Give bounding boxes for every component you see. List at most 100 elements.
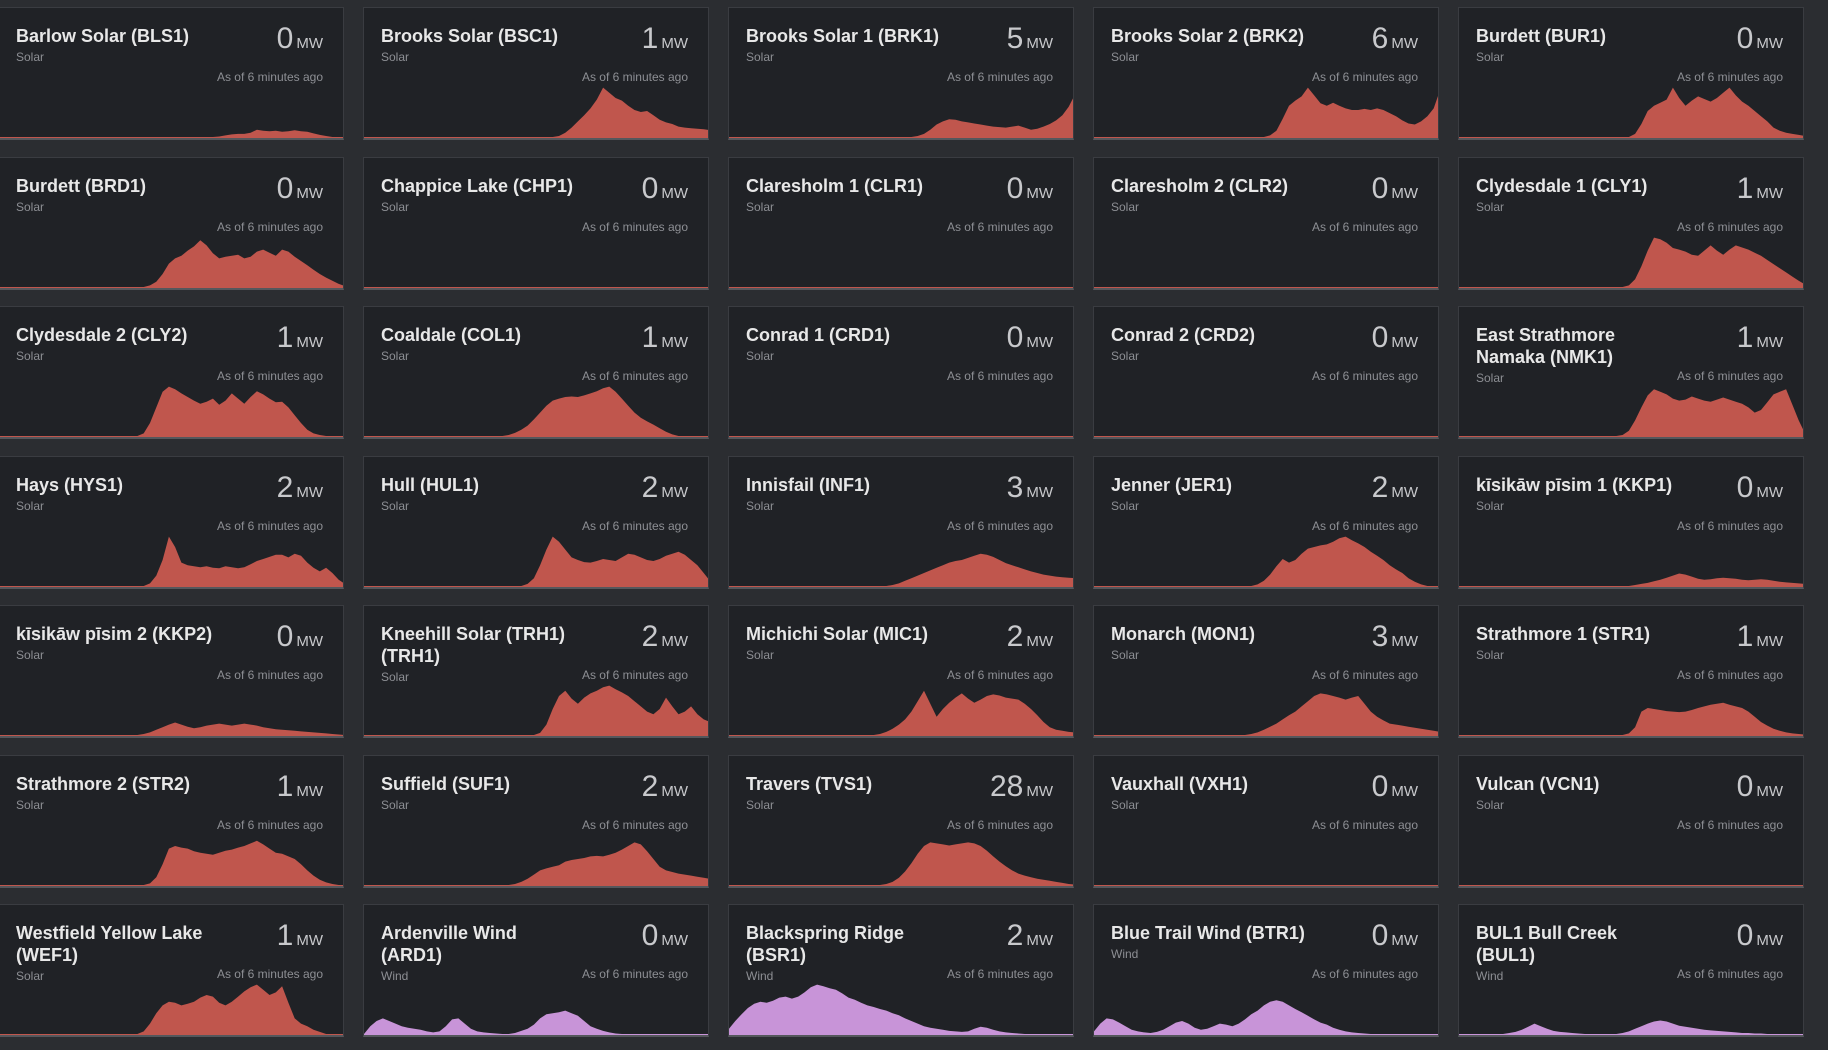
generation-unit: MW [1756, 35, 1783, 52]
generator-name: Strathmore 2 (STR2) Solar [16, 773, 216, 813]
generator-card[interactable]: East Strathmore Namaka (NMK1) Solar 1 MW As … [1458, 306, 1804, 439]
generator-title: Suffield (SUF1) [381, 773, 510, 794]
generator-card[interactable]: Coaldale (COL1) Solar 1 MW As of 6 minutes a… [363, 306, 709, 439]
generation-sparkline [729, 553, 1073, 587]
generator-title: Jenner (JER1) [1111, 474, 1233, 495]
generation-sparkline [364, 87, 708, 138]
generation-sparkline [1094, 536, 1438, 587]
generator-card[interactable]: Burdett (BRD1) Solar 0 MW As of 6 minutes ag… [0, 156, 344, 290]
generator-card[interactable]: Blue Trail Wind (BTR1) Wind 0 MW As of 6 min… [1093, 904, 1439, 1037]
generator-card[interactable]: Jenner (JER1) Solar 2 MW As of 6 minutes ago [1093, 455, 1439, 589]
generator-card[interactable]: Barlow Solar (BLS1) Solar 0 MW As of 6 minut… [0, 7, 344, 140]
generation-number: 1 [276, 919, 294, 952]
generator-card[interactable]: Hays (HYS1) Solar 2 MW As of 6 minutes ago [0, 455, 344, 589]
generation-sparkline [364, 1010, 708, 1035]
sparkline-area [364, 685, 708, 736]
generation-number: 1 [276, 321, 294, 354]
generation-number: 2 [1006, 919, 1024, 952]
sparkline-area [1094, 1000, 1438, 1035]
generation-value: 2 MW [1007, 921, 1053, 951]
generator-card[interactable]: Claresholm 2 (CLR2) Solar 0 MW As of 6 minut… [1093, 156, 1439, 290]
generator-name: Vulcan (VCN1) Solar [1476, 773, 1676, 813]
generator-card[interactable]: BUL1 Bull Creek (BUL1) Wind 0 MW As of 6 min… [1458, 904, 1804, 1037]
generator-card[interactable]: Vauxhall (VXH1) Solar 0 MW As of 6 minutes a… [1093, 754, 1439, 888]
generator-card[interactable]: Innisfail (INF1) Solar 3 MW As of 6 minutes … [728, 455, 1074, 589]
generation-sparkline [1459, 573, 1803, 587]
generator-card[interactable]: Monarch (MON1) Solar 3 MW As of 6 minutes ag… [1093, 605, 1439, 738]
generation-value: 2 MW [1007, 622, 1053, 652]
generator-title: Kneehill Solar (TRH1) (TRH1) [381, 624, 566, 666]
generation-sparkline [1094, 1000, 1438, 1035]
generator-name: Innisfail (INF1) Solar [746, 474, 946, 514]
generator-card[interactable]: Michichi Solar (MIC1) Solar 2 MW As of 6 min… [728, 605, 1074, 738]
generation-sparkline [0, 536, 343, 587]
as-of-label: As of 6 minutes ago [946, 70, 1053, 84]
sparkline-area [1459, 1020, 1803, 1035]
generation-value: 2 MW [277, 472, 323, 503]
generation-unit: MW [1391, 334, 1418, 351]
sparkline-area [364, 841, 708, 886]
generation-value: 0 MW [1372, 323, 1418, 353]
generation-value: 3 MW [1372, 622, 1418, 652]
sparkline-area [364, 286, 708, 288]
generator-name: Clydesdale 1 (CLY1) Solar [1476, 175, 1676, 215]
generator-card[interactable]: Brooks Solar 2 (BRK2) Solar 6 MW As of 6 min… [1093, 7, 1439, 140]
generator-card[interactable]: Suffield (SUF1) Solar 2 MW As of 6 minutes a… [363, 754, 709, 888]
generator-card[interactable]: kīsikāw pīsim 2 (KKP2) Solar 0 MW As of 6 mi… [0, 605, 344, 738]
generation-value: 0 MW [642, 921, 688, 951]
generation-unit: MW [296, 932, 323, 949]
sparkline-area [729, 98, 1073, 138]
sparkline-area [0, 239, 343, 288]
generator-name: Travers (TVS1) Solar [746, 773, 946, 813]
generator-card[interactable]: Strathmore 1 (STR1) Solar 1 MW As of 6 minut… [1458, 605, 1804, 738]
generator-card[interactable]: Blackspring Ridge (BSR1) Wind 2 MW As of 6 m… [728, 904, 1074, 1037]
generator-name: Suffield (SUF1) Solar [381, 773, 581, 813]
generation-unit: MW [1026, 633, 1053, 650]
generation-sparkline [0, 984, 343, 1035]
generation-sparkline [364, 685, 708, 736]
generator-title: Claresholm 2 (CLR2) [1111, 175, 1289, 196]
generation-unit: MW [1756, 184, 1783, 202]
generator-type: Solar [381, 349, 410, 363]
generator-card[interactable]: Ardenville Wind (ARD1) Wind 0 MW As of 6 min… [363, 904, 709, 1037]
generator-type: Solar [1111, 797, 1140, 812]
generation-value: 1 MW [277, 921, 323, 951]
as-of-label: As of 6 minutes ago [1676, 817, 1783, 832]
generator-card[interactable]: Travers (TVS1) Solar 28 MW As of 6 minutes a… [728, 754, 1074, 888]
as-of-label: As of 6 minutes ago [216, 967, 323, 981]
as-of-label: As of 6 minutes ago [581, 817, 688, 832]
generator-title: Michichi Solar (MIC1) [746, 624, 929, 644]
generation-unit: MW [1026, 782, 1053, 800]
generator-card[interactable]: Westfield Yellow Lake (WEF1) Solar 1 MW As o… [0, 904, 344, 1037]
generation-unit: MW [1756, 483, 1783, 501]
generation-sparkline [1094, 286, 1438, 288]
generator-name: Westfield Yellow Lake (WEF1) Solar [16, 922, 216, 984]
generation-unit: MW [296, 35, 323, 52]
generator-name: Burdett (BRD1) Solar [16, 175, 216, 215]
generation-unit: MW [661, 35, 688, 52]
generator-card[interactable]: Claresholm 1 (CLR1) Solar 0 MW As of 6 minut… [728, 156, 1074, 290]
generator-card[interactable]: kīsikāw pīsim 1 (KKP1) Solar 0 MW As of 6 mi… [1458, 455, 1804, 589]
generator-card[interactable]: Chappice Lake (CHP1) Solar 0 MW As of 6 minu… [363, 156, 709, 290]
generator-card[interactable]: Hull (HUL1) Solar 2 MW As of 6 minutes ago [363, 455, 709, 589]
generator-card[interactable]: Clydesdale 2 (CLY2) Solar 1 MW As of 6 minut… [0, 306, 344, 439]
sparkline-area [729, 436, 1073, 437]
generation-unit: MW [296, 184, 323, 202]
generator-card[interactable]: Brooks Solar 1 (BRK1) Solar 5 MW As of 6 min… [728, 7, 1074, 140]
generator-card[interactable]: Burdett (BUR1) Solar 0 MW As of 6 minutes ag… [1458, 7, 1804, 140]
generator-name: Brooks Solar 2 (BRK2) Solar [1111, 25, 1311, 65]
generator-card[interactable]: Brooks Solar (BSC1) Solar 1 MW As of 6 minut… [363, 7, 709, 140]
generator-card[interactable]: Kneehill Solar (TRH1) (TRH1) Solar 2 MW As o… [363, 605, 709, 738]
generator-card[interactable]: Vulcan (VCN1) Solar 0 MW As of 6 minutes ago [1458, 754, 1804, 888]
generation-sparkline [1094, 884, 1438, 886]
generation-sparkline [364, 386, 708, 437]
generation-sparkline [729, 690, 1073, 736]
generator-card[interactable]: Conrad 1 (CRD1) Solar 0 MW As of 6 minutes a… [728, 306, 1074, 439]
generation-value: 2 MW [642, 472, 688, 503]
generator-card[interactable]: Clydesdale 1 (CLY1) Solar 1 MW As of 6 minut… [1458, 156, 1804, 290]
as-of-label: As of 6 minutes ago [581, 668, 688, 682]
as-of-label: As of 6 minutes ago [216, 70, 323, 84]
generation-number: 6 [1371, 22, 1389, 55]
generator-card[interactable]: Conrad 2 (CRD2) Solar 0 MW As of 6 minutes a… [1093, 306, 1439, 439]
generator-card[interactable]: Strathmore 2 (STR2) Solar 1 MW As of 6 minut… [0, 754, 344, 888]
